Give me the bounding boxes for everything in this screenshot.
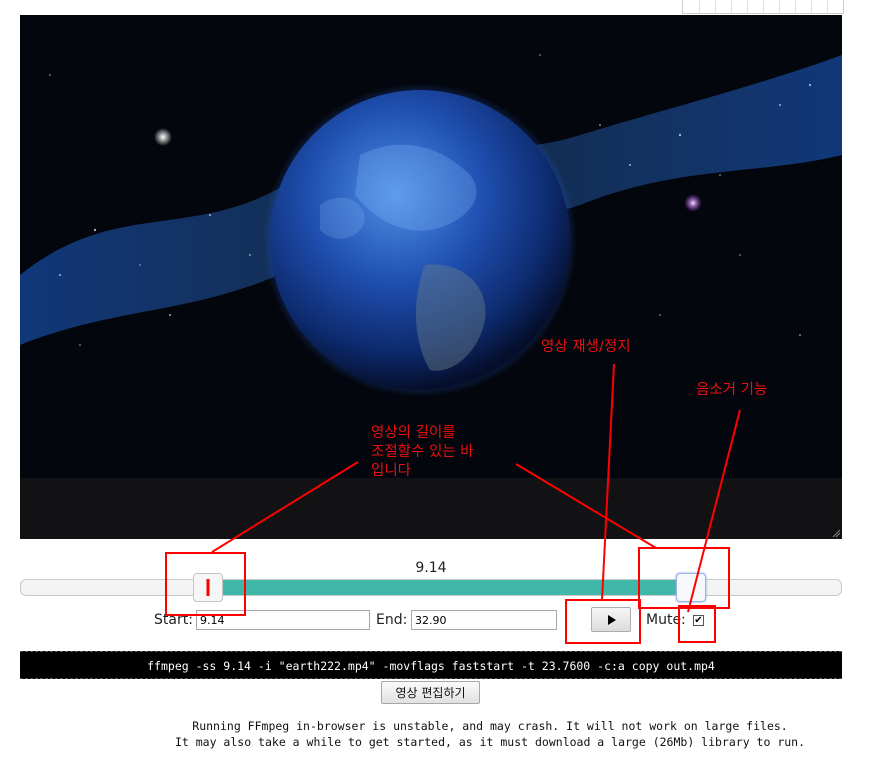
annotation-play-stop: 영상 재생/정지 (541, 339, 631, 355)
end-label: End: (376, 612, 408, 628)
play-pause-button[interactable] (591, 607, 631, 632)
annotation-mute: 음소거 기능 (696, 382, 768, 398)
edit-video-button[interactable]: 영상 편집하기 (381, 681, 480, 704)
annotation-length-line-3: 입니다 (371, 463, 412, 479)
play-icon (608, 615, 616, 625)
end-handle-highlight (638, 547, 730, 609)
mute-label: Mute: (646, 612, 686, 628)
annotation-length-line-1: 영상의 길이를 (371, 425, 456, 441)
notice-line-1: Running FFmpeg in-browser is unstable, a… (192, 719, 788, 733)
resize-grip-icon[interactable] (832, 529, 840, 537)
end-time-input[interactable] (411, 610, 557, 630)
play-button-highlight (565, 599, 641, 644)
start-label: Start: (154, 612, 193, 628)
notice-line-2: It may also take a while to get started,… (174, 735, 806, 749)
mute-checkbox[interactable]: ✔ (693, 615, 704, 626)
mute-highlight (678, 605, 716, 643)
current-time-label: 9.14 (415, 560, 447, 576)
top-right-grid (682, 0, 844, 14)
video-player[interactable] (20, 15, 842, 539)
annotation-length-bar: 영상의 길이를 조절할수 있는 바 입니다 (371, 424, 474, 481)
warning-notice: Running FFmpeg in-browser is unstable, a… (120, 718, 860, 750)
selected-range-fill (205, 580, 695, 595)
ffmpeg-command-display: ffmpeg -ss 9.14 -i "earth222.mp4" -movfl… (20, 651, 842, 679)
video-letterbox (20, 478, 842, 539)
start-handle-highlight (165, 552, 246, 616)
annotation-length-line-2: 조절할수 있는 바 (371, 444, 474, 460)
earth-video-frame (20, 15, 842, 478)
